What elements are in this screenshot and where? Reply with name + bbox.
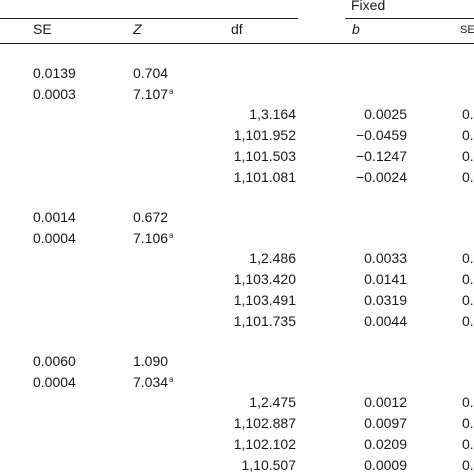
column-header-se-fixed: SE — [460, 24, 474, 36]
b-cell: 0.0209 — [364, 435, 407, 452]
b-cell: −0.0024 — [356, 168, 407, 185]
se-fixed-cell: 0. — [462, 127, 474, 144]
se-fixed-cell: 0. — [462, 394, 474, 411]
se-fixed-cell: 0. — [462, 250, 474, 267]
se-fixed-cell: 0. — [462, 312, 474, 329]
df-cell: 1,3.164 — [249, 106, 296, 123]
fixed-group-header: Fixed — [351, 0, 386, 13]
b-cell: 0.0009 — [364, 456, 407, 473]
df-cell: 1,101.503 — [233, 147, 296, 164]
df-cell: 1,10.507 — [241, 456, 297, 473]
header-bottom-rule — [0, 43, 474, 44]
se-fixed-cell: 0. — [462, 435, 474, 452]
b-cell: 0.0012 — [364, 394, 407, 411]
header-rule-right — [345, 18, 474, 19]
z-cell: 7.107a — [133, 86, 174, 102]
df-cell: 1,101.952 — [233, 127, 296, 144]
df-cell: 1,102.887 — [233, 415, 296, 432]
significance-footnote-marker: a — [169, 230, 174, 240]
se-fixed-cell: 0. — [462, 106, 474, 123]
se-cell: 0.0004 — [33, 373, 76, 390]
z-cell: 7.034a — [133, 374, 174, 390]
se-fixed-cell: 0. — [462, 456, 474, 473]
se-cell: 0.0139 — [33, 65, 76, 81]
z-cell: 7.106a — [133, 230, 174, 246]
df-cell: 1,101.081 — [233, 168, 296, 185]
b-cell: −0.0459 — [356, 127, 407, 144]
z-value: 1.090 — [133, 353, 169, 369]
se-cell: 0.0060 — [33, 353, 76, 369]
z-cell: 0.672 — [133, 209, 168, 225]
se-fixed-cell: 0. — [462, 168, 474, 185]
z-value: 0.672 — [133, 209, 169, 225]
column-header-z: Z — [133, 21, 142, 37]
z-value: 7.107 — [133, 85, 169, 102]
se-fixed-cell: 0. — [462, 271, 474, 288]
significance-footnote-marker: a — [169, 86, 174, 96]
df-cell: 1,2.486 — [249, 250, 296, 267]
column-header-b: b — [352, 21, 360, 37]
header-rule-left — [0, 18, 298, 19]
df-cell: 1,101.735 — [233, 312, 296, 329]
df-cell: 1,103.491 — [233, 291, 296, 308]
z-cell: 1.090 — [133, 353, 168, 369]
z-cell: 0.704 — [133, 65, 168, 81]
b-cell: 0.0033 — [364, 250, 407, 267]
b-cell: 0.0025 — [364, 106, 407, 123]
z-value: 7.034 — [133, 373, 169, 390]
z-value: 0.704 — [133, 65, 169, 81]
column-header-df: df — [231, 21, 243, 37]
df-cell: 1,102.102 — [233, 435, 296, 452]
b-cell: 0.0319 — [364, 291, 407, 308]
b-cell: 0.0097 — [364, 415, 407, 432]
df-cell: 1,103.420 — [233, 271, 296, 288]
se-cell: 0.0014 — [33, 209, 76, 225]
b-cell: 0.0141 — [364, 271, 407, 288]
se-fixed-cell: 0. — [462, 147, 474, 164]
b-cell: −0.1247 — [356, 147, 407, 164]
significance-footnote-marker: a — [169, 374, 174, 384]
column-header-se: SE — [33, 21, 52, 37]
z-value: 7.106 — [133, 229, 169, 246]
b-cell: 0.0044 — [364, 312, 407, 329]
se-fixed-cell: 0. — [462, 291, 474, 308]
se-cell: 0.0003 — [33, 85, 76, 102]
df-cell: 1,2.475 — [249, 394, 296, 411]
se-cell: 0.0004 — [33, 229, 76, 246]
se-fixed-cell: 0. — [462, 415, 474, 432]
